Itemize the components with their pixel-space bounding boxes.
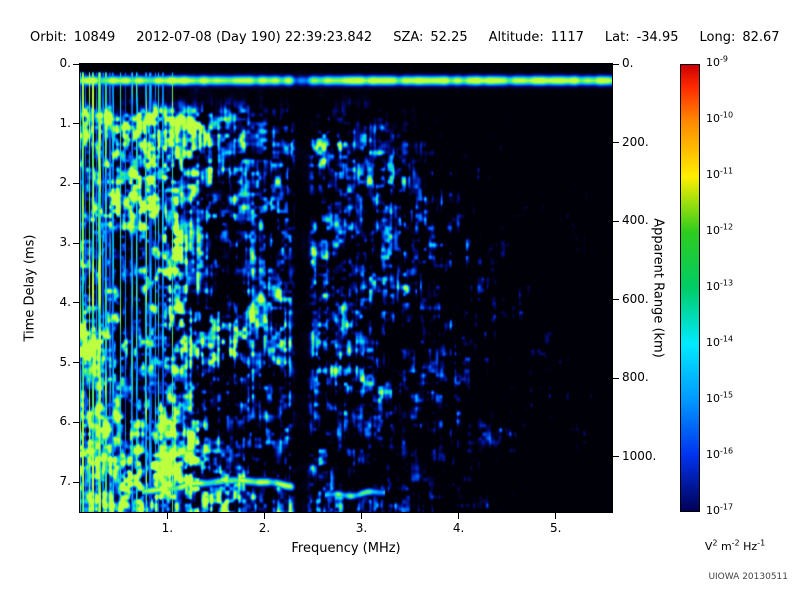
plot-area: [79, 63, 613, 513]
header-field-label: Long:: [699, 30, 736, 45]
spectrogram-canvas: [80, 64, 612, 512]
y-left-tick-mark: [73, 302, 79, 304]
header-field-value: 1117: [550, 30, 584, 45]
y-left-tick-label: 5.: [59, 354, 71, 369]
y-left-tick-mark: [73, 182, 79, 184]
colorbar-tick-label: 10-14: [706, 334, 734, 349]
y-right-tick-label: 800.: [622, 370, 649, 385]
header-field-value: -34.95: [636, 30, 679, 45]
header-field-label: SZA:: [393, 30, 424, 45]
y-left-tick-mark: [73, 481, 79, 483]
y-right-axis-title: Apparent Range (km): [650, 218, 666, 358]
y-left-tick-label: 3.: [59, 235, 71, 250]
header-field-label: Orbit:: [30, 30, 67, 45]
y-left-tick-label: 6.: [59, 414, 71, 429]
colorbar-unit-label: V2 m-2 Hz-1: [704, 538, 766, 553]
y-right-tick-mark: [613, 456, 619, 458]
x-tick-mark: [166, 513, 168, 519]
y-right-tick-label: 1000.: [622, 448, 657, 463]
colorbar-tick-label: 10-13: [706, 278, 734, 293]
y-left-axis-title: Time Delay (ms): [22, 234, 38, 342]
header-field-value: 2012-07-08 (Day 190) 22:39:23.842: [136, 30, 373, 45]
y-left-tick-label: 4.: [59, 294, 71, 309]
y-left-tick-label: 2.: [59, 175, 71, 190]
x-tick-mark: [361, 513, 363, 519]
y-right-tick-label: 200.: [622, 134, 649, 149]
colorbar-tick-label: 10-12: [706, 222, 734, 237]
x-tick-mark: [458, 513, 460, 519]
y-right-tick-mark: [613, 299, 619, 301]
watermark: UIOWA 20130511: [708, 572, 788, 582]
x-axis-title: Frequency (MHz): [291, 541, 401, 556]
header-readout: Orbit: 10849 2012-07-08 (Day 190) 22:39:23…: [30, 30, 800, 45]
colorbar-tick-label: 10-9: [706, 54, 728, 69]
y-right-tick-mark: [613, 377, 619, 379]
x-tick-label: 1.: [161, 521, 174, 535]
x-tick-label: 4.: [452, 521, 465, 535]
header-field-label: Altitude:: [488, 30, 544, 45]
x-tick-label: 5.: [549, 521, 562, 535]
y-left-tick-label: 7.: [59, 474, 71, 489]
y-left-tick-label: 1.: [59, 115, 71, 130]
y-left-tick-mark: [73, 63, 79, 65]
y-right-tick-mark: [613, 142, 619, 144]
colorbar: [680, 64, 700, 512]
y-right-tick-mark: [613, 220, 619, 222]
x-tick-label: 3.: [355, 521, 368, 535]
y-right-tick-label: 400.: [622, 213, 649, 228]
x-tick-label: 2.: [258, 521, 271, 535]
y-left-tick-mark: [73, 362, 79, 364]
y-left-tick-mark: [73, 123, 79, 125]
y-right-tick-mark: [613, 63, 619, 65]
header-field-value: 10849: [73, 30, 116, 45]
colorbar-tick-label: 10-17: [706, 502, 734, 517]
header-field-value: 82.67: [742, 30, 780, 45]
x-tick-mark: [555, 513, 557, 519]
x-tick-mark: [263, 513, 265, 519]
y-left-tick-label: 0.: [59, 56, 71, 70]
y-left-tick-mark: [73, 421, 79, 423]
y-right-tick-label: 600.: [622, 291, 649, 306]
y-right-tick-label: 0.: [622, 56, 634, 70]
header-field-value: 52.25: [430, 30, 468, 45]
colorbar-tick-label: 10-10: [706, 110, 734, 125]
colorbar-tick-label: 10-15: [706, 390, 734, 405]
colorbar-tick-label: 10-11: [706, 166, 734, 181]
colorbar-tick-label: 10-16: [706, 446, 734, 461]
y-left-tick-mark: [73, 242, 79, 244]
header-field-label: Lat:: [604, 30, 630, 45]
